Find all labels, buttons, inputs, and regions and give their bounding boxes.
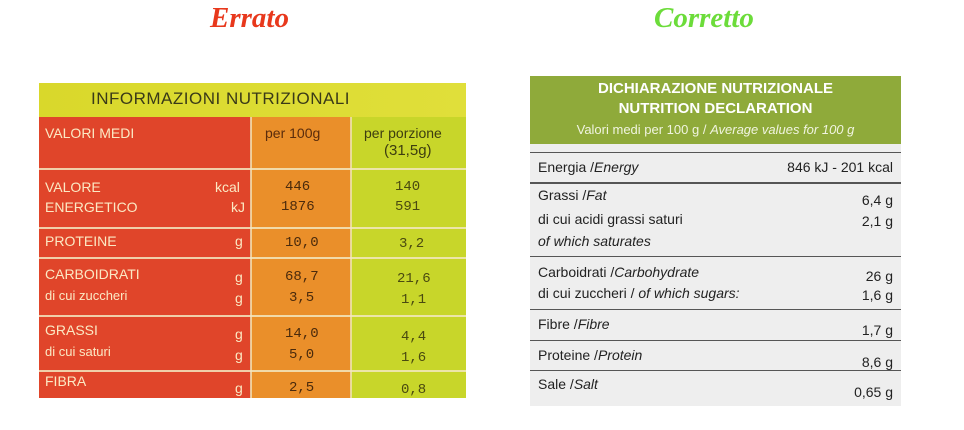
row-subvalue: 2,1 g bbox=[861, 213, 893, 229]
row-unit: g bbox=[235, 347, 243, 363]
row-unit: kJ bbox=[231, 199, 245, 215]
value-per-100g: 1876 bbox=[281, 199, 315, 215]
label-header: DICHIARAZIONE NUTRIZIONALE NUTRITION DEC… bbox=[530, 76, 901, 144]
value-per-portion: 0,8 bbox=[401, 382, 427, 398]
table-row bbox=[530, 370, 901, 371]
row-name: FIBRA bbox=[45, 373, 87, 389]
header-label: VALORI MEDI bbox=[45, 125, 135, 141]
row-name: CARBOIDRATI bbox=[45, 266, 140, 282]
row-sublabel-it: di cui acidi grassi saturi bbox=[538, 211, 683, 227]
subtitle-en: Average values for 100 g bbox=[710, 122, 855, 137]
row-name: ENERGETICO bbox=[45, 199, 138, 215]
row-divider bbox=[39, 370, 466, 372]
row-divider bbox=[39, 227, 466, 229]
label-title-en: NUTRITION DECLARATION bbox=[618, 100, 813, 117]
row-unit: kcal bbox=[215, 179, 240, 195]
row-unit: g bbox=[235, 380, 243, 396]
header-portion-size: (31,5g) bbox=[384, 142, 432, 159]
table-row bbox=[530, 182, 901, 184]
value-per-portion: 4,4 bbox=[401, 329, 427, 345]
value-per-100g: 2,5 bbox=[289, 380, 315, 396]
subtitle-it: Valori medi per 100 g / bbox=[576, 122, 707, 137]
row-divider bbox=[39, 168, 466, 170]
row-subvalue: 1,6 g bbox=[861, 287, 893, 303]
row-divider bbox=[39, 315, 466, 317]
value-per-100g: 10,0 bbox=[285, 235, 319, 251]
row-value: 846 kJ - 201 kcal bbox=[787, 159, 893, 175]
row-value: 6,4 g bbox=[861, 192, 893, 208]
value-per-100g: 14,0 bbox=[285, 326, 319, 342]
incorrect-heading: Errato bbox=[210, 2, 289, 34]
row-divider bbox=[39, 257, 466, 259]
row-value: 1,7 g bbox=[861, 322, 893, 338]
value-per-portion: 3,2 bbox=[399, 236, 425, 252]
row-label: Sale /Salt bbox=[538, 376, 598, 392]
table-row bbox=[530, 152, 901, 153]
header-per-portion: per porzione bbox=[364, 125, 442, 141]
row-value: 26 g bbox=[865, 268, 893, 284]
row-sublabel: di cui zuccheri / of which sugars: bbox=[538, 285, 740, 301]
value-per-100g: 5,0 bbox=[289, 347, 315, 363]
row-label: Fibre /Fibre bbox=[538, 316, 610, 332]
row-unit: g bbox=[235, 233, 243, 249]
label-title-bar: INFORMAZIONI NUTRIZIONALI bbox=[39, 83, 466, 118]
row-name: GRASSI bbox=[45, 322, 98, 338]
value-per-100g: 68,7 bbox=[285, 269, 319, 285]
row-unit: g bbox=[235, 290, 243, 306]
row-value: 8,6 g bbox=[861, 354, 893, 370]
label-title-it: DICHIARAZIONE NUTRIZIONALE bbox=[598, 80, 833, 97]
label-subtitle: Valori medi per 100 g / Average values f… bbox=[530, 122, 901, 137]
value-per-portion: 1,1 bbox=[401, 292, 427, 308]
row-unit: g bbox=[235, 269, 243, 285]
row-subname: di cui saturi bbox=[45, 344, 111, 359]
value-per-100g: 446 bbox=[285, 179, 311, 195]
row-label: Carboidrati /Carbohydrate bbox=[538, 264, 700, 280]
table-row bbox=[530, 256, 901, 257]
value-per-portion: 21,6 bbox=[397, 271, 431, 287]
header-per-100g: per 100g bbox=[265, 125, 321, 141]
value-per-portion: 140 bbox=[395, 179, 421, 195]
row-name: PROTEINE bbox=[45, 233, 117, 249]
table-row bbox=[530, 340, 901, 341]
correct-heading: Corretto bbox=[654, 2, 754, 34]
row-label: Grassi /Fat bbox=[538, 187, 607, 203]
row-label: Proteine /Protein bbox=[538, 347, 643, 363]
row-subname: di cui zuccheri bbox=[45, 288, 128, 303]
value-per-100g: 3,5 bbox=[289, 290, 315, 306]
value-per-portion: 591 bbox=[395, 199, 421, 215]
row-unit: g bbox=[235, 326, 243, 342]
row-value: 0,65 g bbox=[854, 384, 893, 400]
row-name: VALORE bbox=[45, 179, 101, 195]
row-label: Energia /Energy bbox=[538, 159, 639, 175]
table-row bbox=[530, 309, 901, 310]
correct-nutrition-label: DICHIARAZIONE NUTRIZIONALE NUTRITION DEC… bbox=[530, 76, 901, 406]
value-per-portion: 1,6 bbox=[401, 350, 427, 366]
incorrect-nutrition-label: INFORMAZIONI NUTRIZIONALI VALORI MEDI pe… bbox=[39, 83, 466, 398]
row-sublabel-en: of which saturates bbox=[538, 233, 651, 249]
label-title: INFORMAZIONI NUTRIZIONALI bbox=[91, 89, 350, 108]
